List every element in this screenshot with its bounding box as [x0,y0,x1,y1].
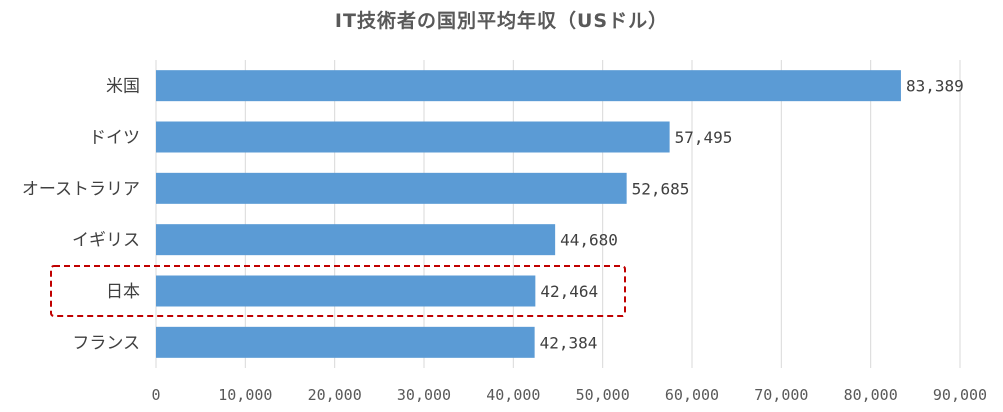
x-tick-label: 90,000 [933,386,987,404]
category-label: 日本 [106,282,140,302]
x-tick-label: 60,000 [665,386,719,404]
bar [156,70,901,102]
data-label: 42,384 [540,333,598,352]
x-tick-label: 10,000 [218,386,272,404]
category-label: フランス [72,333,140,353]
x-tick-label: 0 [151,386,160,404]
x-tick-label: 50,000 [576,386,630,404]
highlight-box [50,265,626,317]
bar [156,275,536,307]
data-label: 57,495 [675,128,733,147]
x-tick-label: 30,000 [397,386,451,404]
bar [156,172,627,204]
data-label: 52,685 [632,179,690,198]
data-label: 42,464 [540,282,598,301]
x-tick-label: 40,000 [486,386,540,404]
x-tick-label: 20,000 [308,386,362,404]
x-tick-label: 80,000 [844,386,898,404]
category-label: オーストラリア [22,179,140,199]
data-label: 83,389 [906,77,964,96]
category-label: 米国 [106,77,140,97]
bar [156,121,670,153]
category-label: ドイツ [89,128,140,148]
bar [156,224,556,256]
data-label: 44,680 [560,231,618,250]
bar [156,326,535,358]
category-label: イギリス [72,231,140,251]
chart-title: IT技術者の国別平均年収（USドル） [334,10,669,32]
x-tick-label: 70,000 [754,386,808,404]
